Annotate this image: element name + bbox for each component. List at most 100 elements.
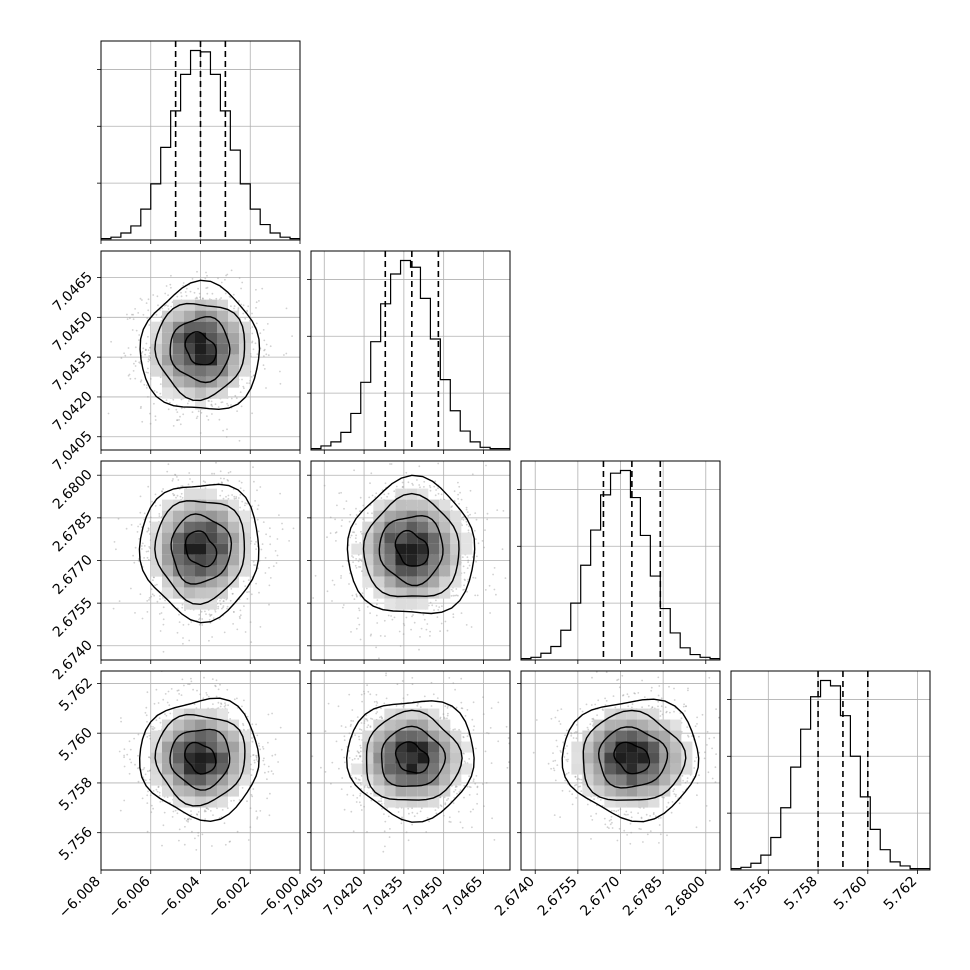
sample-point [270, 770, 273, 773]
density-cell [373, 565, 385, 577]
sample-point [358, 558, 361, 560]
density-cell [228, 510, 239, 522]
density-cell [395, 587, 407, 599]
density-cell [417, 565, 429, 577]
sample-point [434, 494, 437, 497]
density-cell [439, 532, 451, 544]
sample-point [466, 567, 469, 569]
sample-point [375, 614, 378, 617]
sample-point [474, 512, 477, 514]
hist-bar [690, 655, 700, 660]
sample-point [133, 362, 135, 365]
sample-point [188, 472, 191, 474]
sample-point [154, 493, 157, 496]
sample-point [238, 277, 241, 279]
sample-point [180, 398, 183, 401]
density-cell [450, 576, 462, 588]
sample-point [387, 614, 390, 617]
density-cell [162, 510, 173, 522]
hist-bar [670, 633, 680, 660]
sample-point [411, 615, 413, 618]
sample-point [178, 828, 181, 831]
sample-point [485, 464, 487, 467]
density-cell [195, 532, 206, 544]
hist-panel-2 [517, 460, 721, 664]
sample-point [182, 642, 184, 645]
density-cell [217, 310, 228, 322]
sample-point [164, 599, 167, 602]
sample-point [157, 304, 159, 307]
sample-point [349, 536, 351, 539]
y-tick-label: 7.0435 [50, 349, 96, 395]
sample-point [467, 529, 470, 532]
sample-point [231, 494, 234, 496]
sample-point [376, 599, 379, 601]
sample-point [493, 588, 496, 591]
sample-point [276, 554, 279, 557]
sample-point [452, 590, 454, 592]
sample-point [132, 370, 135, 372]
contour-level-3 [184, 331, 217, 366]
density-cell [195, 321, 206, 333]
sample-point [197, 287, 200, 290]
sample-point [181, 497, 184, 499]
sample-point [255, 541, 257, 543]
density-cell [417, 543, 429, 555]
sample-point [152, 294, 155, 296]
y-tick-label: 2.6785 [50, 509, 96, 555]
sample-point [204, 610, 206, 613]
sample-point [435, 599, 437, 602]
sample-point [130, 587, 132, 590]
density-cell [417, 488, 429, 500]
density-cell [417, 499, 429, 511]
density-cell [450, 543, 462, 555]
density-cell [217, 387, 228, 399]
sample-point [465, 506, 468, 509]
sample-point [390, 463, 393, 465]
sample-point [207, 400, 210, 402]
sample-point [139, 380, 142, 383]
sample-point [227, 471, 230, 474]
sample-point [242, 304, 245, 307]
sample-point [440, 493, 443, 496]
density-cell [362, 532, 374, 544]
sample-point [371, 512, 373, 515]
density-cell [428, 521, 440, 533]
sample-point [225, 274, 228, 277]
sample-point [232, 488, 235, 491]
sample-point [166, 470, 169, 473]
sample-point [158, 717, 161, 719]
sample-point [250, 774, 253, 776]
sample-point [251, 737, 253, 739]
density-cell [439, 499, 451, 511]
sample-point [151, 593, 154, 596]
density-cell [184, 310, 195, 322]
density-cell [228, 332, 239, 344]
sample-point [239, 506, 242, 509]
density-cell [206, 488, 217, 500]
density-cell [395, 510, 407, 522]
sample-point [261, 543, 264, 545]
density-cell [151, 565, 162, 577]
sample-point [269, 535, 271, 538]
sample-point [502, 510, 505, 512]
sample-point [238, 439, 241, 442]
sample-point [474, 538, 477, 541]
density-cell [195, 587, 206, 599]
hist-panel-1 [307, 250, 511, 454]
sample-point [395, 485, 398, 488]
density-cell [217, 554, 228, 566]
sample-point [243, 387, 245, 390]
density-cell [439, 565, 451, 577]
y-tick-label: 2.6755 [50, 595, 96, 641]
sample-point [191, 278, 194, 280]
sample-point [134, 546, 137, 549]
sample-point [141, 797, 144, 800]
sample-point [466, 590, 468, 593]
sample-point [182, 637, 184, 639]
sample-point [191, 480, 194, 483]
sample-point [462, 519, 465, 521]
sample-point [218, 618, 221, 620]
density-cell [384, 554, 396, 566]
sample-point [457, 594, 459, 597]
